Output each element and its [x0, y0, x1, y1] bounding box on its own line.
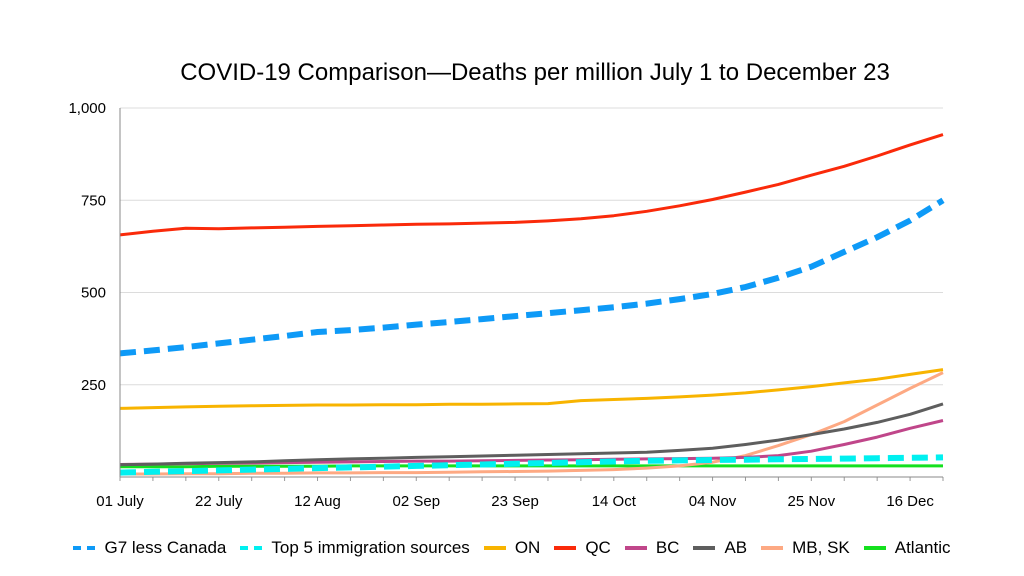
legend-swatch: [554, 546, 577, 550]
legend-item: Top 5 immigration sources: [240, 538, 470, 558]
y-tick-label: 1,000: [68, 100, 106, 117]
x-tick-label: 02 Sep: [393, 493, 441, 510]
legend-item: BC: [624, 538, 680, 558]
x-tick-label: 23 Sep: [491, 493, 539, 510]
legend-label: MB, SK: [792, 538, 850, 557]
x-tick-label: 22 July: [195, 493, 243, 510]
series-line-qc: [119, 133, 944, 237]
y-axis-ticks: 250 500 750 1,000: [68, 100, 106, 394]
legend-label: QC: [585, 538, 611, 557]
series-line-ab: [119, 402, 944, 467]
series-line-g7-less-canada: [119, 197, 945, 357]
legend-label: Top 5 immigration sources: [271, 538, 470, 557]
series-line-top-5-immigration-sources: [119, 454, 944, 476]
legend-item: ON: [483, 538, 541, 558]
gridlines: [120, 107, 943, 386]
legend-item: G7 less Canada: [73, 538, 226, 558]
legend-item: MB, SK: [761, 538, 850, 558]
chart-legend: G7 less Canada Top 5 immigration sources O…: [0, 538, 1024, 558]
y-tick-label: 750: [81, 192, 106, 209]
x-tick-label: 12 Aug: [294, 493, 341, 510]
legend-label: G7 less Canada: [104, 538, 227, 557]
x-tick-label: 01 July: [96, 493, 144, 510]
legend-swatch: [863, 546, 886, 550]
legend-label: BC: [655, 538, 680, 557]
series-lines: [119, 133, 945, 476]
legend-item: Atlantic: [863, 538, 951, 558]
series-line-on: [119, 368, 944, 410]
legend-swatch: [73, 546, 96, 550]
chart-title: COVID-19 Comparison—Deaths per million J…: [180, 59, 890, 86]
y-tick-label: 250: [81, 377, 106, 394]
legend-swatch: [761, 546, 784, 550]
legend-label: AB: [724, 538, 748, 557]
x-tick-label: 16 Dec: [886, 493, 934, 510]
legend-label: Atlantic: [894, 538, 951, 557]
x-tick-label: 14 Oct: [592, 493, 637, 510]
legend-label: ON: [514, 538, 541, 557]
legend-item: QC: [554, 538, 611, 558]
legend-swatch: [624, 546, 647, 550]
x-axis-ticks: 01 July 22 July 12 Aug 02 Sep 23 Sep 14 Oct 04…: [96, 477, 944, 510]
legend-swatch: [240, 546, 263, 550]
y-tick-label: 500: [81, 285, 106, 302]
legend-item: AB: [693, 538, 747, 558]
legend-swatch: [693, 546, 716, 550]
legend-swatch: [483, 546, 506, 550]
x-tick-label: 04 Nov: [689, 493, 737, 510]
x-tick-label: 25 Nov: [788, 493, 836, 510]
